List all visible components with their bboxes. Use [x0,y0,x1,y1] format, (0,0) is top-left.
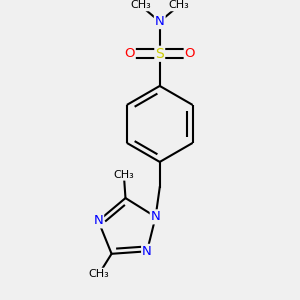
Text: S: S [155,47,164,61]
Text: N: N [151,210,160,224]
Text: O: O [185,47,195,60]
Text: CH₃: CH₃ [130,0,151,10]
Text: O: O [124,47,135,60]
Text: CH₃: CH₃ [169,0,190,10]
Text: N: N [155,15,165,28]
Text: CH₃: CH₃ [89,268,110,279]
Text: N: N [93,214,103,227]
Text: N: N [142,245,152,258]
Text: CH₃: CH₃ [113,170,134,180]
